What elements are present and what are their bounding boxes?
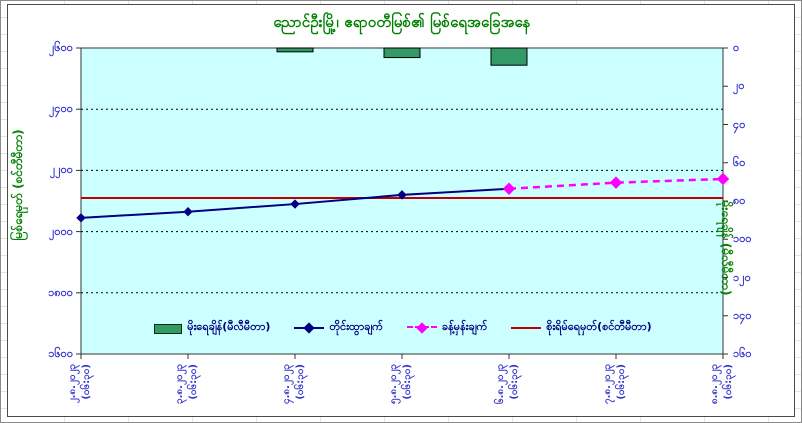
x-axis-label-date: ၈.၈.၂၀၂၃ bbox=[709, 364, 720, 405]
x-axis-label-date: ၆.၈.၂၀၂၃ bbox=[495, 364, 506, 405]
legend-item: တိုင်းထွာချက် bbox=[294, 320, 383, 336]
left-axis-tick-label: ၂၂၀၀ bbox=[49, 163, 73, 177]
forecast-point bbox=[502, 182, 516, 195]
x-axis-label-time: (၀၆:၃၀) bbox=[81, 364, 92, 400]
legend-item: စိုးရိမ်ရေမှတ်(စင်တီမီတာ) bbox=[511, 320, 652, 336]
left-axis-tick-label: ၂၆၀၀ bbox=[49, 41, 73, 54]
x-axis-label-date: ၄.၈.၂၀၂၃ bbox=[281, 364, 292, 405]
legend-item: မိုးရေချိန်(မီလီမီတာ) bbox=[152, 320, 270, 336]
right-axis-tick-label: ၁၂၀ bbox=[733, 270, 751, 284]
right-axis-tick-label: ၂၀ bbox=[733, 79, 745, 93]
right-axis-tick-label: ၁၄၀ bbox=[733, 308, 752, 322]
x-axis-label-date: ၇.၈.၂၀၂၃ bbox=[602, 364, 613, 405]
forecast-point bbox=[609, 176, 623, 189]
x-axis-label: ၆.၈.၂၀၂၃ (၀၆:၃၀) bbox=[494, 364, 524, 422]
x-axis-label: ၂.၈.၂၀၂၃ (၀၆:၃၀) bbox=[66, 364, 96, 422]
x-axis-label: ၄.၈.၂၀၂၃ (၀၆:၃၀) bbox=[280, 364, 310, 422]
x-axis-label-time: (၀၆:၃၀) bbox=[402, 364, 413, 400]
left-axis-tick-label: ၁၈၀၀ bbox=[48, 285, 73, 299]
legend-item: ခန့်မှန်းချက် bbox=[406, 320, 488, 336]
rainfall-bar bbox=[276, 47, 314, 53]
right-axis-tick-label: ၈၀ bbox=[733, 194, 746, 207]
legend-swatch-measured bbox=[294, 322, 325, 334]
x-axis-label: ၇.၈.၂၀၂၃ (၀၆:၃၀) bbox=[601, 364, 631, 422]
right-axis-title: မိုးရေချိန် (မီလီမီတာ) bbox=[719, 200, 733, 296]
legend-label: တိုင်းထွာချက် bbox=[329, 320, 383, 333]
x-axis-label-time: (၀၆:၃၀) bbox=[509, 364, 520, 400]
x-axis-label-date: ၃.၈.၂၀၂၃ bbox=[174, 364, 185, 405]
right-axis-tick-label: ၄၀ bbox=[733, 117, 746, 131]
legend-swatch-forecast bbox=[406, 322, 437, 334]
legend-swatch-danger bbox=[511, 322, 542, 334]
measured-point bbox=[290, 199, 300, 209]
left-axis-title: မြစ်ရေမှတ် (စင်တီမီတာ) bbox=[11, 129, 25, 241]
forecast-point bbox=[716, 172, 730, 186]
x-axis-label: ၃.၈.၂၀၂၃ (၀၆:၃၀) bbox=[173, 364, 203, 422]
x-axis-label: ၅.၈.၂၀၂၃ (၀၆:၃၀) bbox=[387, 364, 417, 422]
legend-label: စိုးရိမ်ရေမှတ်(စင်တီမီတာ) bbox=[546, 320, 652, 333]
x-axis-label: ၈.၈.၂၀၂၃ (၀၆:၃၀) bbox=[708, 364, 738, 422]
legend-label: ခန့်မှန်းချက် bbox=[441, 320, 488, 333]
right-axis-tick-label: ၀ bbox=[733, 41, 740, 54]
chart-title: ညောင်ဦးမြို့၊ ဧရာဝတီမြစ်၏ မြစ်ရေအခြေအနေ bbox=[273, 13, 531, 31]
rainfall-bar bbox=[490, 47, 528, 66]
x-axis-label-date: ၅.၈.၂၀၂၃ bbox=[388, 364, 399, 405]
x-axis-label-time: (၀၆:၃၀) bbox=[723, 364, 734, 400]
rainfall-bar bbox=[383, 47, 421, 59]
legend-label: မိုးရေချိန်(မီလီမီတာ) bbox=[187, 320, 271, 333]
measured-point bbox=[183, 207, 193, 217]
x-axis-label-time: (၀၆:၃၀) bbox=[616, 364, 627, 400]
legend: မိုးရေချိန်(မီလီမီတာ) တိုင်းထွာချက် ခန့်မှ… bbox=[81, 315, 723, 341]
left-axis-tick-label: ၁၆၀၀ bbox=[48, 347, 73, 360]
x-axis-label-time: (၀၆:၃၀) bbox=[295, 364, 306, 400]
left-axis-tick-label: ၂၄၀၀ bbox=[49, 102, 73, 116]
right-axis-tick-label: ၁၀၀ bbox=[733, 232, 752, 246]
right-axis-tick-label: ၁၆၀ bbox=[733, 347, 752, 360]
plot-area bbox=[80, 47, 724, 355]
x-axis-label-time: (၀၆:၃၀) bbox=[188, 364, 199, 400]
x-axis-label-date: ၂.၈.၂၀၂၃ bbox=[67, 364, 78, 404]
measured-point bbox=[76, 213, 86, 223]
left-axis-tick-label: ၂၀၀၀ bbox=[49, 224, 73, 238]
measured-point bbox=[397, 190, 407, 200]
right-axis-tick-label: ၆၀ bbox=[733, 155, 746, 169]
legend-swatch-rainfall bbox=[152, 322, 183, 334]
